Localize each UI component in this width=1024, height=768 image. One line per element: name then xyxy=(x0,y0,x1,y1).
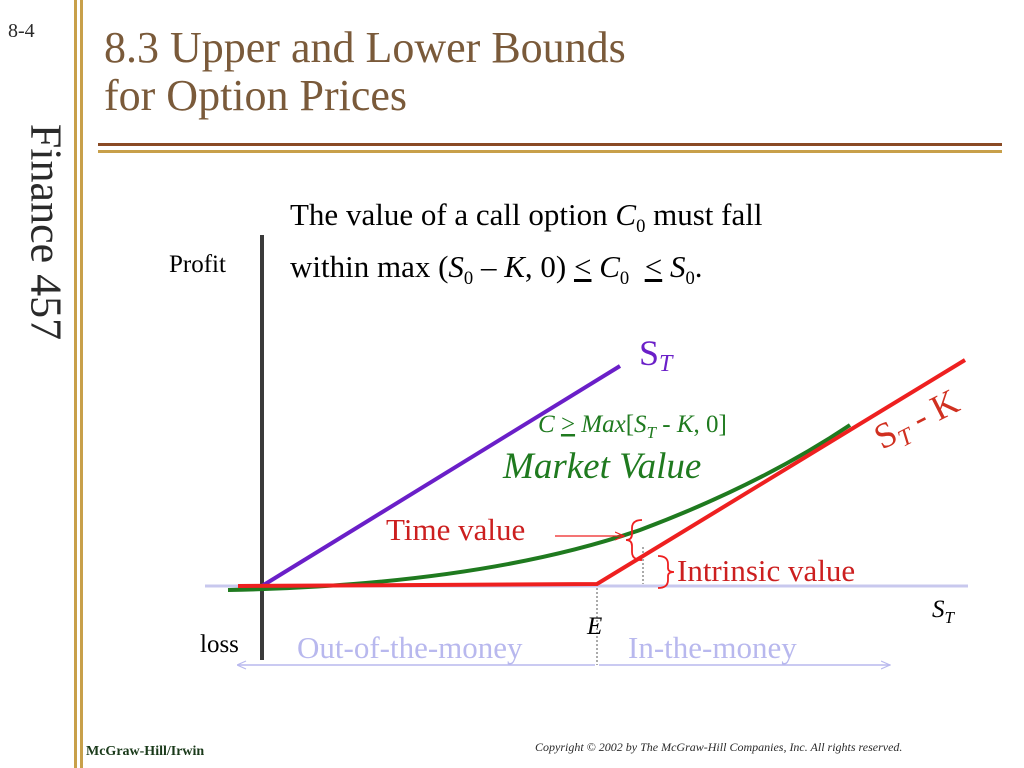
strike-label: E xyxy=(586,613,602,640)
intrinsic-value-brace xyxy=(657,555,675,589)
profit-label: Profit xyxy=(169,251,226,278)
time-value-label: Time value xyxy=(386,512,525,547)
time-value-brace xyxy=(625,519,643,561)
itm-label: In-the-money xyxy=(628,630,797,665)
left-rule-outer xyxy=(74,0,77,768)
title-line-2: for Option Prices xyxy=(104,71,408,120)
footer-publisher: McGraw-Hill/Irwin xyxy=(86,744,205,759)
left-rule-inner xyxy=(80,0,83,768)
lower-bound-label: C > Max[ST - K, 0] xyxy=(538,411,727,442)
otm-label: Out-of-the-money xyxy=(297,630,523,665)
intrinsic-value-label: Intrinsic value xyxy=(677,553,855,588)
title-rule-top xyxy=(98,143,1002,146)
intro-line-2: within max (S0 – K, 0) < C0 < S0. xyxy=(290,249,703,290)
title-line-1: 8.3 Upper and Lower Bounds xyxy=(104,23,626,72)
st-line-label: ST xyxy=(639,333,674,377)
loss-label: loss xyxy=(200,631,239,658)
intro-text: The value of a call option C0 must fall … xyxy=(290,195,762,299)
title-rule-bottom xyxy=(98,150,1002,153)
st-line xyxy=(260,364,622,588)
slide-title: 8.3 Upper and Lower Bounds for Option Pr… xyxy=(104,24,626,120)
slide-number: 8-4 xyxy=(8,20,35,42)
payoff-line xyxy=(237,358,967,588)
intro-line-1: The value of a call option C0 must fall xyxy=(290,197,763,238)
x-axis-label: ST xyxy=(932,596,956,627)
payoff-label: ST - K xyxy=(867,381,967,462)
market-value-label: Market Value xyxy=(502,446,701,487)
footer-copyright: Copyright © 2002 by The McGraw-Hill Comp… xyxy=(535,740,903,754)
